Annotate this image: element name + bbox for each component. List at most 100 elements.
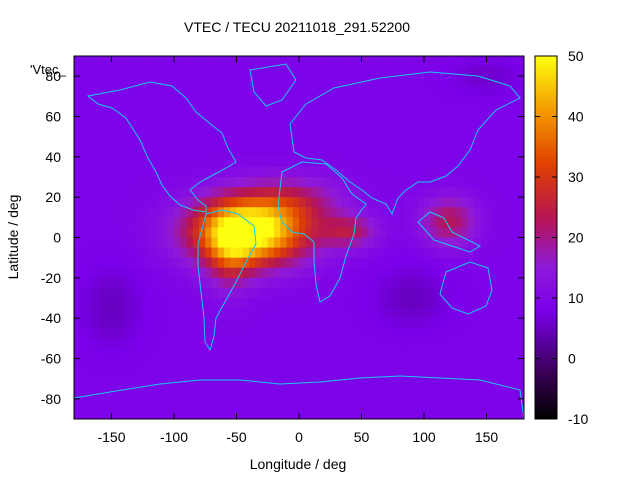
heatmap-cell	[367, 116, 375, 128]
heatmap-cell	[455, 308, 463, 319]
heatmap-cell	[467, 86, 475, 97]
heatmap-cell	[505, 287, 513, 299]
heatmap-cell	[430, 76, 438, 87]
heatmap-cell	[492, 328, 500, 339]
heatmap-cell	[130, 298, 138, 309]
heatmap-cell	[436, 257, 444, 269]
heatmap-cell	[511, 197, 519, 208]
heatmap-cell	[136, 76, 144, 87]
heatmap-cell	[111, 318, 119, 329]
heatmap-cell	[386, 227, 394, 239]
y-tick-label: -20	[41, 270, 61, 286]
heatmap-cell	[417, 247, 425, 259]
heatmap-cell	[442, 237, 450, 249]
heatmap-cell	[386, 358, 394, 370]
heatmap-cell	[449, 136, 456, 148]
heatmap-cell	[224, 166, 231, 178]
heatmap-cell	[411, 277, 419, 289]
heatmap-cell	[105, 126, 113, 138]
heatmap-cell	[205, 146, 213, 158]
heatmap-cell	[224, 227, 231, 239]
heatmap-cell	[74, 207, 81, 218]
heatmap-cell	[330, 398, 338, 410]
heatmap-cell	[236, 126, 244, 138]
heatmap-cell	[355, 328, 363, 339]
heatmap-cell	[492, 348, 500, 360]
heatmap-cell	[192, 86, 200, 97]
heatmap-cell	[342, 328, 350, 339]
heatmap-cell	[361, 217, 369, 229]
heatmap-cell	[74, 126, 81, 138]
heatmap-cell	[86, 136, 94, 148]
heatmap-cell	[417, 378, 425, 390]
heatmap-cell	[305, 227, 313, 239]
heatmap-cell	[380, 267, 388, 279]
heatmap-cell	[292, 177, 300, 188]
heatmap-cell	[424, 207, 431, 218]
heatmap-cell	[299, 76, 306, 87]
heatmap-cell	[261, 96, 269, 108]
heatmap-cell	[192, 287, 200, 299]
heatmap-cell	[180, 257, 188, 269]
heatmap-cell	[211, 217, 219, 229]
heatmap-cell	[174, 166, 181, 178]
heatmap-cell	[236, 156, 244, 168]
heatmap-cell	[380, 126, 388, 138]
coast-africa	[277, 161, 367, 303]
heatmap-cell	[455, 187, 463, 198]
heatmap-cell	[411, 106, 419, 118]
heatmap-cell	[461, 197, 469, 208]
heatmap-cell	[424, 86, 431, 97]
heatmap-cell	[430, 146, 438, 158]
heatmap-cell	[249, 237, 256, 249]
heatmap-cell	[80, 398, 88, 410]
heatmap-cell	[492, 197, 500, 208]
heatmap-cell	[267, 277, 275, 289]
heatmap-cell	[136, 277, 144, 289]
heatmap-cell	[336, 267, 344, 279]
heatmap-cell	[242, 56, 250, 67]
heatmap-cell	[311, 76, 319, 87]
x-axis-ticks: -150 -100 -50 0 50 100 150	[97, 56, 498, 445]
heatmap-cell	[92, 96, 100, 108]
heatmap-cell	[342, 146, 350, 158]
heatmap-cell	[217, 298, 225, 309]
heatmap-cell	[74, 358, 81, 370]
heatmap-cell	[455, 257, 463, 269]
heatmap-cell	[230, 106, 238, 118]
heatmap-cell	[505, 207, 513, 218]
heatmap-cell	[130, 166, 138, 178]
heatmap-cell	[224, 86, 231, 97]
heatmap-cell	[292, 106, 300, 118]
heatmap-cell	[211, 56, 219, 67]
heatmap-cell	[261, 328, 269, 339]
heatmap-cell	[105, 136, 113, 148]
heatmap-cell	[299, 207, 306, 218]
heatmap-cell	[436, 146, 444, 158]
heatmap-cell	[230, 287, 238, 299]
heatmap-cell	[399, 237, 406, 249]
heatmap-cell	[467, 398, 475, 410]
heatmap-cell	[186, 156, 194, 168]
heatmap-cell	[286, 126, 294, 138]
heatmap-cell	[192, 378, 200, 390]
heatmap-cell	[467, 237, 475, 249]
heatmap-cell	[274, 277, 281, 289]
heatmap-cell	[424, 267, 431, 279]
heatmap-cell	[117, 338, 125, 350]
heatmap-cell	[299, 267, 306, 279]
heatmap-cell	[355, 287, 363, 299]
heatmap-cell	[280, 177, 288, 188]
heatmap-cell	[430, 166, 438, 178]
heatmap-cell	[142, 408, 150, 419]
heatmap-cell	[224, 177, 231, 188]
heatmap-cell	[224, 308, 231, 319]
heatmap-cell	[424, 277, 431, 289]
heatmap-cell	[80, 368, 88, 380]
heatmap-cell	[374, 136, 381, 148]
heatmap-cell	[199, 66, 206, 77]
heatmap-cell	[311, 177, 319, 188]
heatmap-cell	[211, 368, 219, 380]
chart-title: VTEC / TECU 20211018_291.52200	[184, 19, 410, 35]
heatmap-cell	[461, 408, 469, 419]
